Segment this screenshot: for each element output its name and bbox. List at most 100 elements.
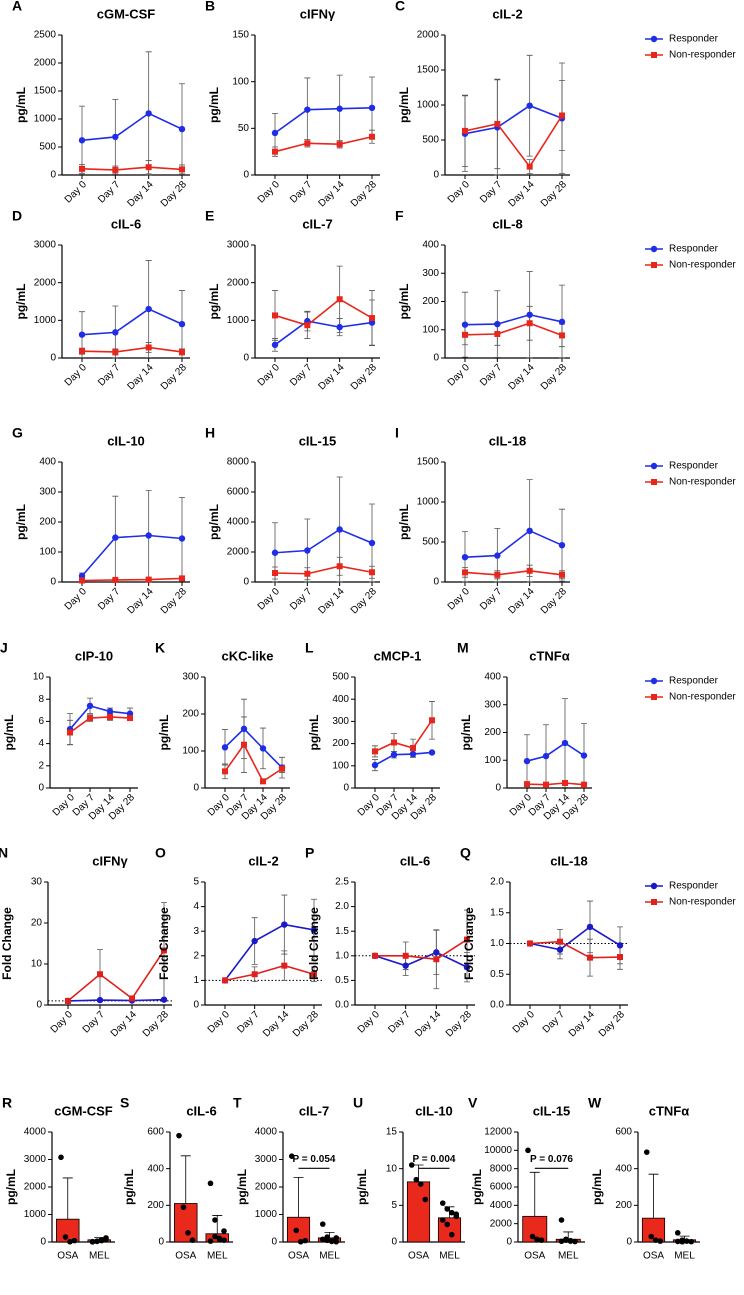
marker (259, 745, 267, 752)
y-axis-label: pg/mL (235, 1169, 249, 1205)
marker (526, 567, 533, 574)
data-point (297, 1238, 304, 1245)
marker (461, 321, 469, 328)
panel-label: U (353, 1095, 363, 1111)
marker (526, 163, 533, 170)
data-point (89, 1239, 96, 1245)
series-line (464, 313, 563, 326)
data-point (563, 1236, 569, 1243)
marker (336, 323, 343, 331)
data-point (293, 1227, 300, 1234)
series-line (274, 565, 373, 575)
data-point (448, 1209, 455, 1216)
y-tick-label: 0 (433, 353, 439, 364)
x-tick-label: Day 7 (288, 362, 315, 389)
marker (336, 563, 343, 570)
x-tick-label: Day 28 (349, 179, 379, 209)
x-tick-label: Day 0 (49, 1009, 76, 1036)
series-line (81, 577, 183, 582)
marker (79, 165, 85, 172)
marker (179, 166, 185, 173)
y-tick-label: 1.0 (490, 938, 504, 949)
panel-label: N (0, 845, 8, 861)
marker (462, 331, 468, 338)
marker (271, 341, 279, 349)
chart-title: cIFNγ (92, 853, 128, 868)
marker (336, 141, 343, 148)
y-tick-label: 100 (484, 755, 501, 766)
y-tick-label: 2 (38, 760, 44, 771)
data-point (643, 1149, 650, 1155)
data-point (333, 1238, 340, 1245)
series-line (224, 743, 283, 783)
panel-label: B (205, 0, 215, 14)
data-point (439, 1200, 446, 1206)
marker (650, 462, 658, 470)
marker (271, 129, 279, 137)
data-point (185, 1230, 191, 1236)
y-tick-label: 5 (193, 877, 199, 888)
data-point (453, 1213, 460, 1220)
y-tick-label: 500 (332, 672, 349, 683)
y-tick-label: 1500 (417, 457, 440, 468)
marker (561, 739, 569, 747)
y-tick-label: 4 (193, 901, 199, 912)
panel-label: A (12, 0, 22, 14)
series-line (81, 346, 183, 353)
marker (78, 137, 86, 144)
series-line (374, 751, 433, 766)
marker (178, 125, 186, 133)
marker (161, 947, 167, 954)
y-tick-label: 1.5 (335, 926, 349, 937)
x-tick-label: Day 14 (125, 362, 155, 392)
y-tick-label: 1 (193, 975, 199, 986)
marker (410, 745, 416, 752)
marker (616, 942, 624, 949)
series-line (81, 112, 183, 142)
x-tick-label: Day 14 (506, 586, 536, 616)
y-tick-label: 3 (193, 926, 199, 937)
y-axis-label: Fold Change (307, 907, 321, 980)
marker (651, 262, 657, 268)
panel-label: R (2, 1095, 12, 1111)
y-axis-label: pg/mL (14, 504, 28, 540)
y-tick-label: 150 (232, 30, 249, 41)
series-line (274, 528, 373, 554)
data-point (448, 1231, 455, 1238)
marker (494, 120, 501, 127)
marker (429, 717, 435, 724)
y-tick-label: 500 (422, 537, 439, 548)
data-point (189, 1237, 196, 1243)
y-tick-label: 300 (39, 487, 56, 498)
data-point (324, 1234, 331, 1240)
marker (617, 954, 623, 961)
y-axis-label: pg/mL (2, 715, 16, 751)
y-axis-label: pg/mL (207, 87, 221, 123)
marker (129, 995, 135, 1002)
chart-title: cTNFα (529, 648, 570, 663)
chart-title: cIL-2 (492, 6, 522, 21)
marker (651, 479, 657, 485)
marker (112, 534, 119, 541)
y-tick-label: 12000 (484, 1127, 512, 1138)
marker (222, 977, 228, 984)
x-tick-label: Day 7 (96, 362, 123, 389)
y-tick-label: 1000 (417, 100, 440, 111)
y-tick-label: 15 (386, 1127, 398, 1138)
x-tick-label: Day 0 (206, 1009, 233, 1036)
marker (106, 708, 114, 715)
data-point (444, 1206, 451, 1212)
y-tick-label: 5 (391, 1200, 397, 1211)
y-tick-label: 0 (193, 783, 199, 794)
y-axis-label: pg/mL (207, 284, 221, 320)
marker (543, 781, 549, 788)
marker (304, 547, 311, 554)
panel-label: I (395, 425, 399, 441)
y-tick-label: 0.5 (490, 969, 504, 980)
y-tick-label: 2000 (255, 1182, 278, 1193)
y-tick-label: 400 (422, 240, 439, 251)
x-tick-label: Day 7 (541, 1009, 568, 1036)
y-tick-label: 0 (50, 353, 56, 364)
series-line (374, 719, 433, 753)
marker (559, 332, 565, 339)
